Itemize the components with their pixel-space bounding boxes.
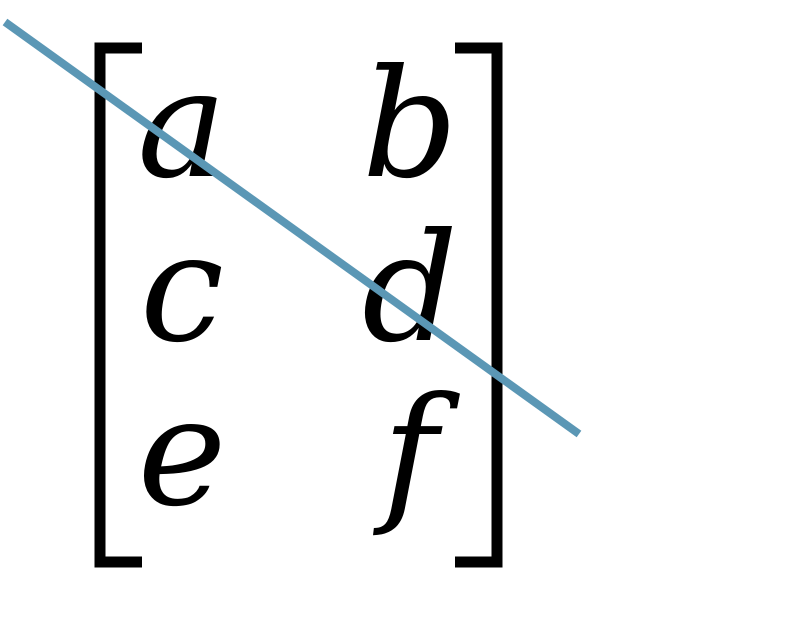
matrix-entry-f: f: [372, 366, 460, 540]
matrix-entry-b: b: [362, 38, 458, 212]
right-bracket: [455, 48, 497, 562]
left-bracket: [100, 48, 142, 562]
matrix-entry-e: e: [138, 366, 227, 540]
matrix-entry-c: c: [140, 202, 224, 376]
